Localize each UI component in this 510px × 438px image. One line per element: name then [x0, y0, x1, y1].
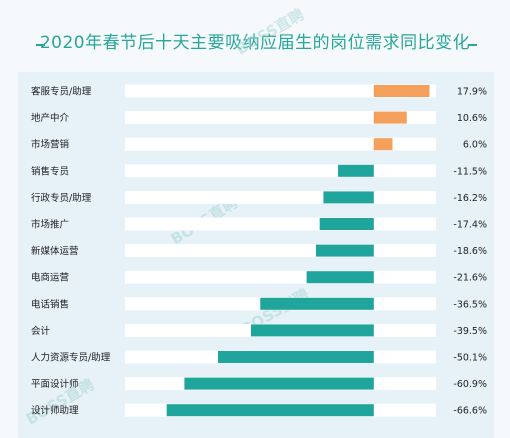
bar — [319, 218, 374, 230]
category-label: 市场推广 — [31, 219, 69, 231]
category-label: 客服专员/助理 — [31, 86, 92, 98]
bar — [250, 324, 374, 337]
value-label: -17.4% — [453, 220, 487, 231]
bar — [315, 244, 374, 257]
value-label: 17.9% — [457, 87, 487, 98]
watermark-0: BOSS直聘 — [233, 5, 307, 58]
value-label: -18.6% — [453, 246, 487, 257]
bar — [338, 164, 374, 177]
bar — [217, 351, 374, 363]
value-label: -16.2% — [453, 193, 487, 204]
title-dash-left — [36, 44, 45, 46]
bar — [184, 377, 374, 390]
chart-title: 2020年春节后十天主要吸纳应届生的岗位需求同比变化 — [39, 33, 471, 53]
value-label: -21.6% — [453, 273, 487, 284]
category-label: 地产中介 — [31, 112, 70, 124]
category-label: 电话销售 — [31, 298, 69, 310]
bar-track — [125, 217, 436, 231]
title-row: 2020年春节后十天主要吸纳应届生的岗位需求同比变化 — [0, 0, 510, 72]
bar — [373, 138, 393, 151]
category-label: 会计 — [31, 325, 51, 337]
category-label: 行政专员/助理 — [31, 192, 92, 204]
value-label: 6.0% — [463, 140, 487, 151]
title-dash-right — [468, 44, 477, 46]
value-label: -66.6% — [453, 406, 487, 417]
bar — [323, 191, 374, 204]
category-label: 设计师助理 — [31, 405, 79, 417]
value-label: -36.5% — [453, 299, 487, 310]
category-label: 人力资源专员/助理 — [31, 352, 111, 364]
bar-track — [125, 84, 436, 98]
bar — [260, 297, 374, 310]
value-label: -11.5% — [453, 166, 487, 177]
bar — [373, 85, 430, 97]
category-label: 销售专员 — [31, 165, 69, 177]
bar — [166, 404, 374, 417]
bar — [373, 111, 407, 124]
value-label: 10.6% — [457, 113, 487, 124]
bar-track — [125, 270, 436, 284]
bar-track — [125, 137, 436, 151]
bar-track — [125, 111, 436, 125]
category-label: 电商运营 — [31, 272, 69, 284]
category-label: 新媒体运营 — [31, 245, 79, 257]
category-label: 市场营销 — [31, 139, 70, 151]
bar-track — [125, 190, 436, 204]
bar — [306, 271, 374, 284]
bar-track — [125, 244, 436, 258]
category-label: 平面设计师 — [31, 378, 79, 390]
bar-track — [125, 164, 436, 178]
value-label: -60.9% — [453, 379, 487, 390]
value-label: -50.1% — [453, 353, 487, 364]
value-label: -39.5% — [453, 326, 487, 337]
